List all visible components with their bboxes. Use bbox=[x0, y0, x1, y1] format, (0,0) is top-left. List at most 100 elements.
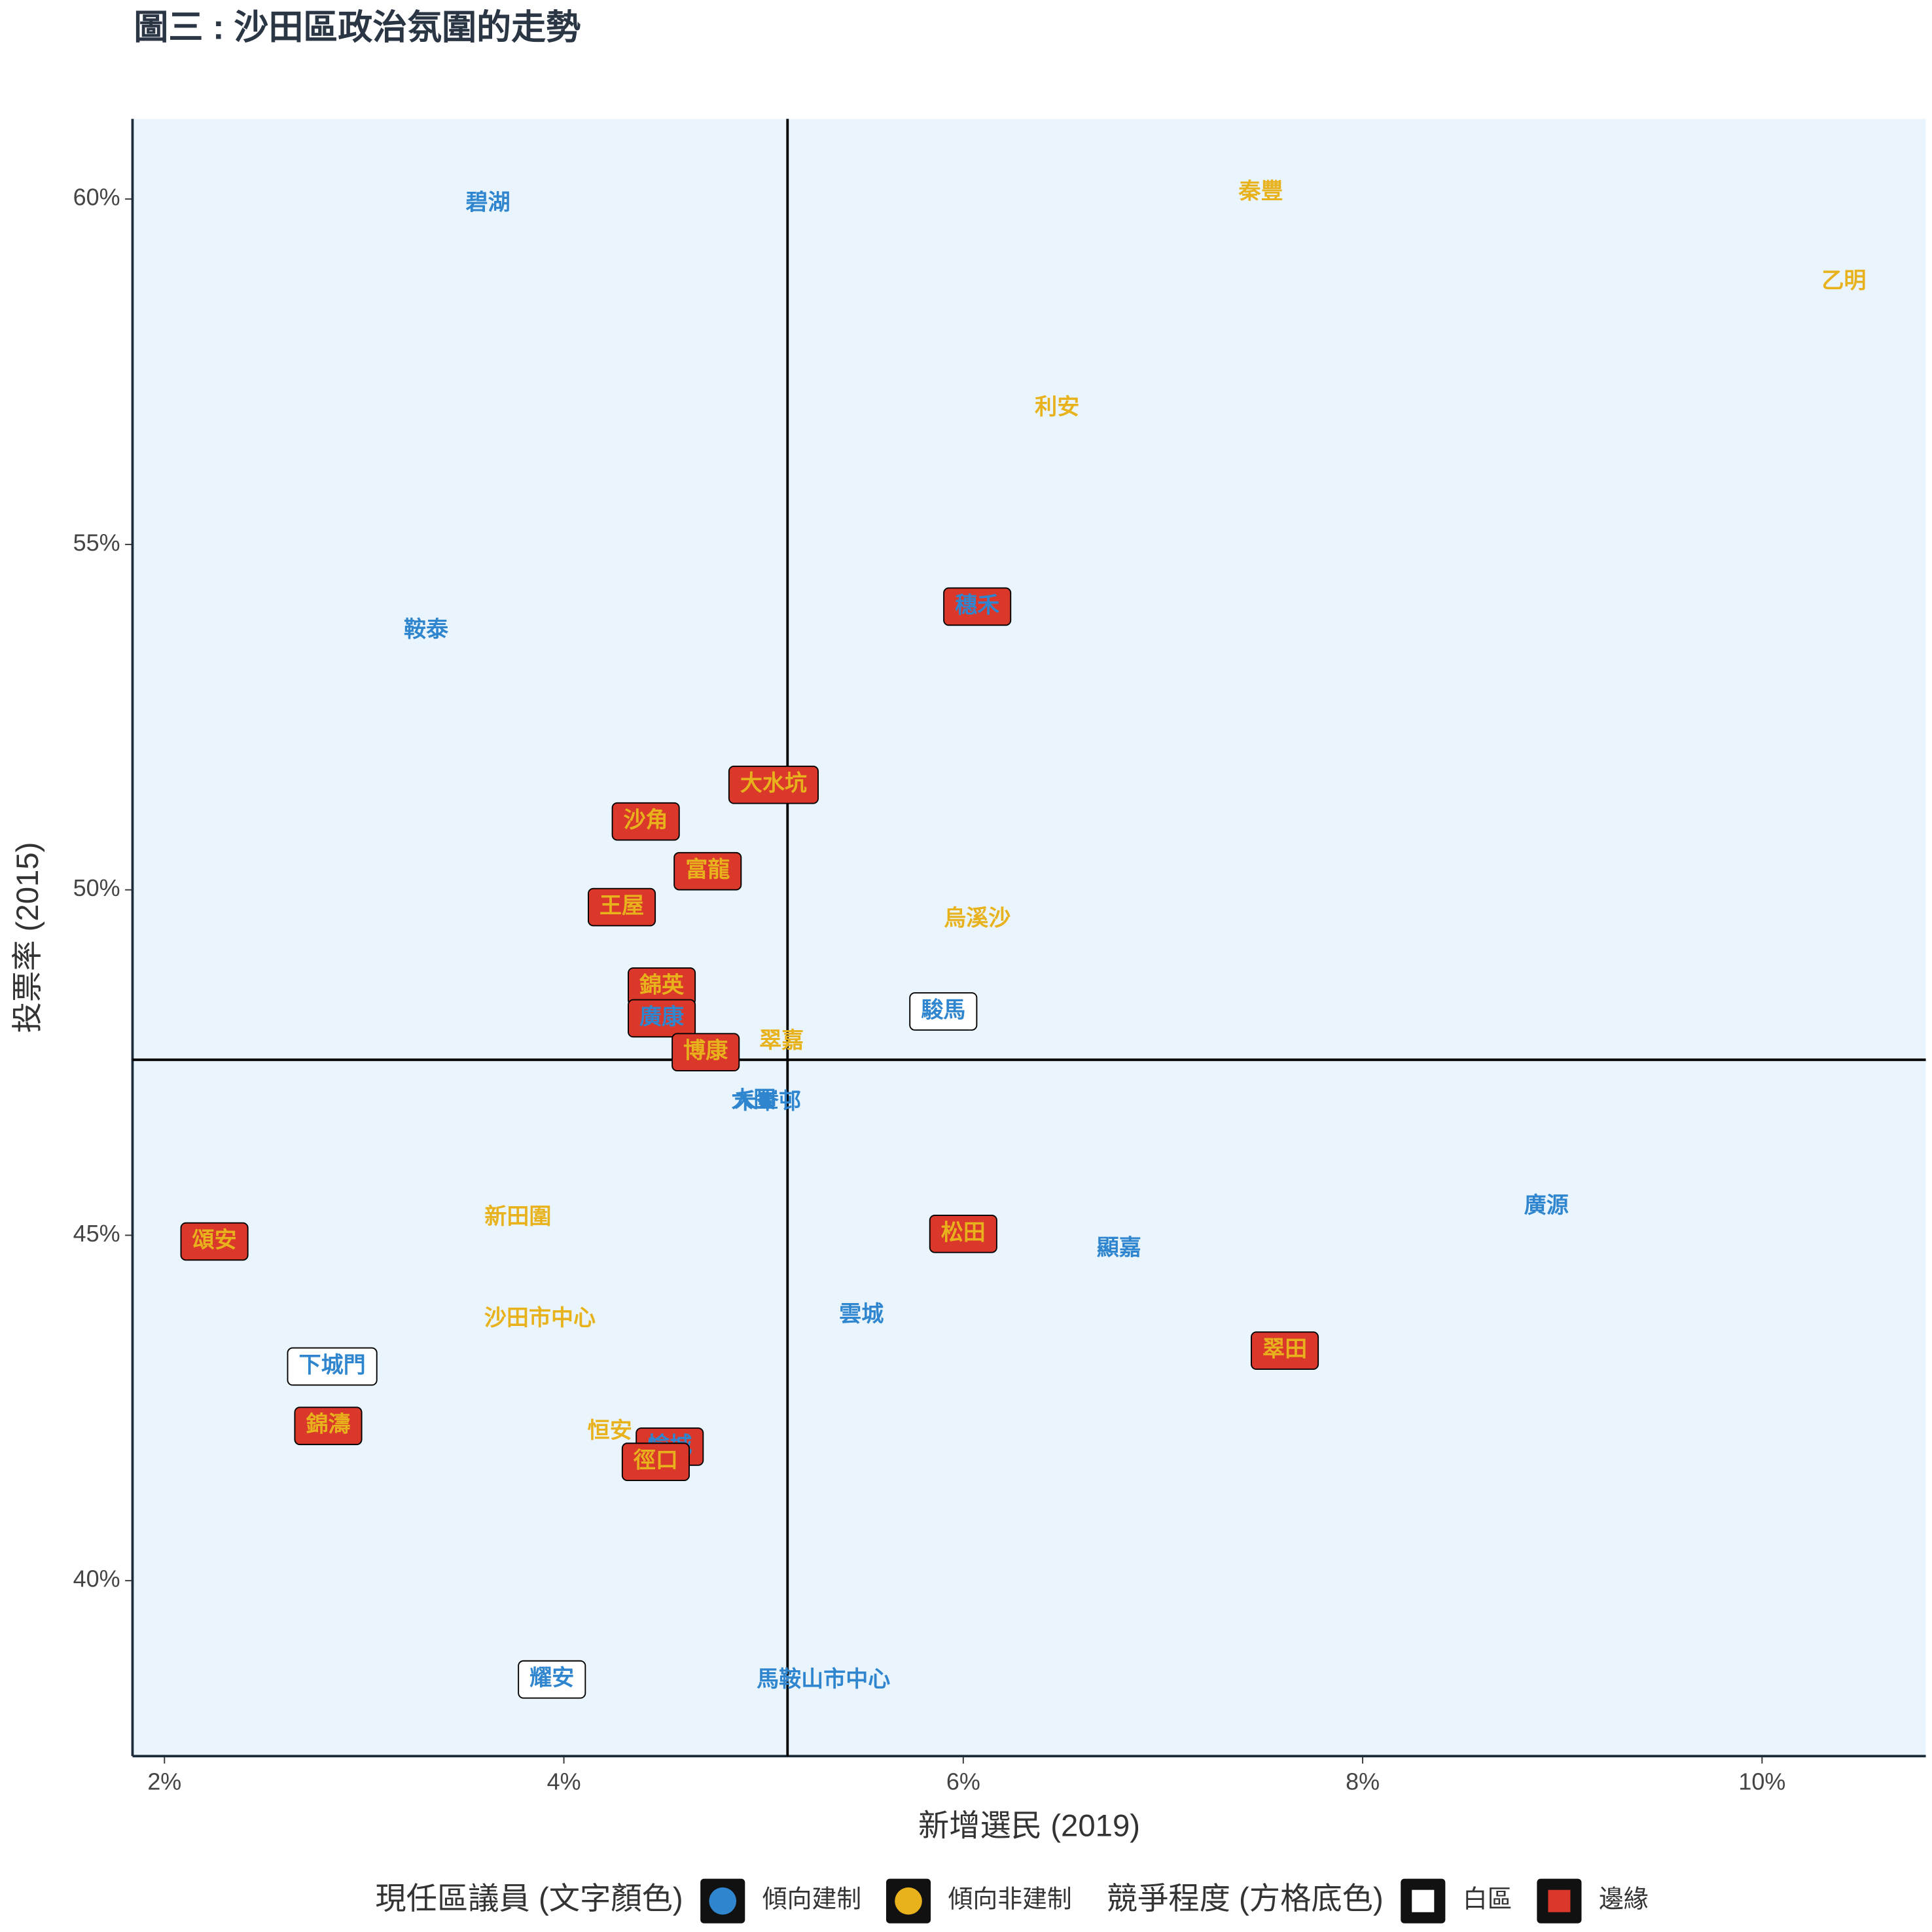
point-label: 徑口 bbox=[621, 1442, 690, 1481]
point-label: 馬鞍山市中心 bbox=[757, 1666, 890, 1692]
x-tick-label: 8% bbox=[1346, 1768, 1380, 1795]
label-box bbox=[294, 1406, 363, 1446]
point-text: 雲城 bbox=[839, 1302, 884, 1327]
point-text: 駿馬 bbox=[921, 997, 965, 1022]
point-label: 乙明 bbox=[1821, 268, 1866, 293]
point-text: 穗禾 bbox=[955, 593, 999, 618]
plot-background bbox=[132, 118, 1926, 1757]
legend-swatch bbox=[1548, 1889, 1571, 1912]
y-axis-title: 投票率 (2015) bbox=[10, 842, 45, 1033]
point-text: 沙角 bbox=[624, 808, 668, 832]
point-label: 利安 bbox=[1035, 395, 1079, 420]
y-tick-label: 45% bbox=[73, 1220, 120, 1247]
point-text: 王屋 bbox=[599, 893, 644, 918]
point-label: 王屋 bbox=[588, 887, 656, 927]
x-tick-label: 2% bbox=[147, 1768, 181, 1795]
label-box bbox=[909, 992, 978, 1031]
point-label: 秦豐 bbox=[1238, 179, 1283, 204]
chart-title: 圖三 : 沙田區政治氛圍的走勢 bbox=[134, 8, 581, 46]
point-label: 頌安 bbox=[180, 1222, 249, 1261]
point-text: 博康 bbox=[683, 1038, 728, 1064]
legend-title: 競爭程度 (方格底色) bbox=[1107, 1882, 1384, 1916]
y-tick-label: 60% bbox=[73, 184, 120, 211]
point-label: 鞍泰 bbox=[404, 617, 449, 642]
point-text: 恒安 bbox=[588, 1418, 632, 1443]
label-box bbox=[728, 765, 819, 804]
legend-label: 傾向非建制 bbox=[948, 1886, 1072, 1914]
y-tick-label: 50% bbox=[73, 874, 120, 901]
x-tick-label: 4% bbox=[547, 1768, 581, 1795]
point-label: 廣源 bbox=[1524, 1193, 1569, 1218]
label-box bbox=[929, 1214, 997, 1253]
label-box bbox=[671, 1033, 740, 1072]
legend-swatch bbox=[709, 1887, 737, 1915]
label-box bbox=[628, 999, 696, 1038]
point-text: 顯嘉 bbox=[1097, 1236, 1141, 1261]
point-text: 頌安 bbox=[192, 1228, 237, 1253]
point-text: 禾輋邨 bbox=[734, 1089, 801, 1114]
point-text: 徑口 bbox=[633, 1448, 678, 1473]
point-label: 錦濤 bbox=[294, 1406, 363, 1446]
point-label: 錦英 bbox=[628, 967, 696, 1006]
point-text: 翠嘉 bbox=[759, 1028, 804, 1053]
point-text: 利安 bbox=[1035, 395, 1079, 420]
point-label: 顯嘉 bbox=[1097, 1236, 1141, 1261]
point-text: 新田圍 bbox=[484, 1204, 551, 1229]
point-label: 烏溪沙 bbox=[944, 906, 1011, 931]
label-box bbox=[287, 1347, 378, 1386]
point-text: 錦濤 bbox=[306, 1412, 350, 1437]
point-label: 恒安 bbox=[588, 1418, 632, 1443]
label-box bbox=[588, 887, 656, 927]
point-text: 富龍 bbox=[685, 857, 730, 882]
point-label: 翠田 bbox=[1251, 1331, 1319, 1370]
point-text: 廣源 bbox=[1524, 1193, 1569, 1218]
point-text: 碧湖 bbox=[466, 190, 510, 215]
point-text: 耀安 bbox=[529, 1666, 574, 1690]
point-label: 禾輋邨 bbox=[734, 1089, 801, 1114]
point-label: 碧湖 bbox=[466, 190, 510, 215]
point-text: 大水坑 bbox=[740, 770, 807, 796]
legend-swatch bbox=[895, 1887, 922, 1915]
label-box bbox=[518, 1660, 586, 1699]
label-box bbox=[611, 802, 680, 841]
point-label: 廣康 bbox=[628, 999, 696, 1038]
legend-label: 邊緣 bbox=[1599, 1886, 1649, 1914]
point-label: 新田圍 bbox=[484, 1204, 551, 1229]
point-label: 穗禾 bbox=[943, 587, 1012, 626]
label-box bbox=[943, 587, 1012, 626]
point-text: 大圍 bbox=[731, 1088, 776, 1113]
point-label: 翠嘉 bbox=[759, 1028, 804, 1053]
legend-title: 現任區議員 (文字顏色) bbox=[375, 1882, 683, 1916]
point-text: 翠田 bbox=[1262, 1337, 1307, 1362]
label-box bbox=[673, 851, 742, 891]
point-text: 下城門 bbox=[299, 1353, 366, 1378]
legend-swatch bbox=[1412, 1889, 1435, 1912]
point-text: 松田 bbox=[941, 1220, 986, 1245]
y-tick-label: 55% bbox=[73, 529, 120, 556]
point-label: 下城門 bbox=[287, 1347, 378, 1386]
point-text: 烏溪沙 bbox=[944, 906, 1011, 931]
point-text: 鞍泰 bbox=[404, 617, 449, 642]
legend-label: 傾向建制 bbox=[762, 1886, 861, 1914]
label-box bbox=[180, 1222, 249, 1261]
point-text: 廣康 bbox=[639, 1004, 685, 1029]
point-label: 大圍 bbox=[731, 1088, 776, 1113]
point-label: 富龍 bbox=[673, 851, 742, 891]
x-axis-title: 新增選民 (2019) bbox=[918, 1809, 1140, 1844]
point-label: 松田 bbox=[929, 1214, 997, 1253]
point-label: 沙角 bbox=[611, 802, 680, 841]
point-label: 雲城 bbox=[839, 1302, 884, 1327]
point-label: 耀安 bbox=[518, 1660, 586, 1699]
point-text: 乙明 bbox=[1821, 268, 1866, 293]
point-text: 秦豐 bbox=[1238, 179, 1283, 204]
label-box bbox=[621, 1442, 690, 1481]
point-text: 馬鞍山市中心 bbox=[757, 1666, 890, 1692]
point-label: 大水坑 bbox=[728, 765, 819, 804]
point-label: 駿馬 bbox=[909, 992, 978, 1031]
x-tick-label: 10% bbox=[1738, 1768, 1785, 1795]
legend-label: 白區 bbox=[1463, 1886, 1512, 1914]
x-tick-label: 6% bbox=[946, 1768, 980, 1795]
point-text: 錦英 bbox=[639, 973, 685, 997]
y-tick-label: 40% bbox=[73, 1565, 120, 1592]
